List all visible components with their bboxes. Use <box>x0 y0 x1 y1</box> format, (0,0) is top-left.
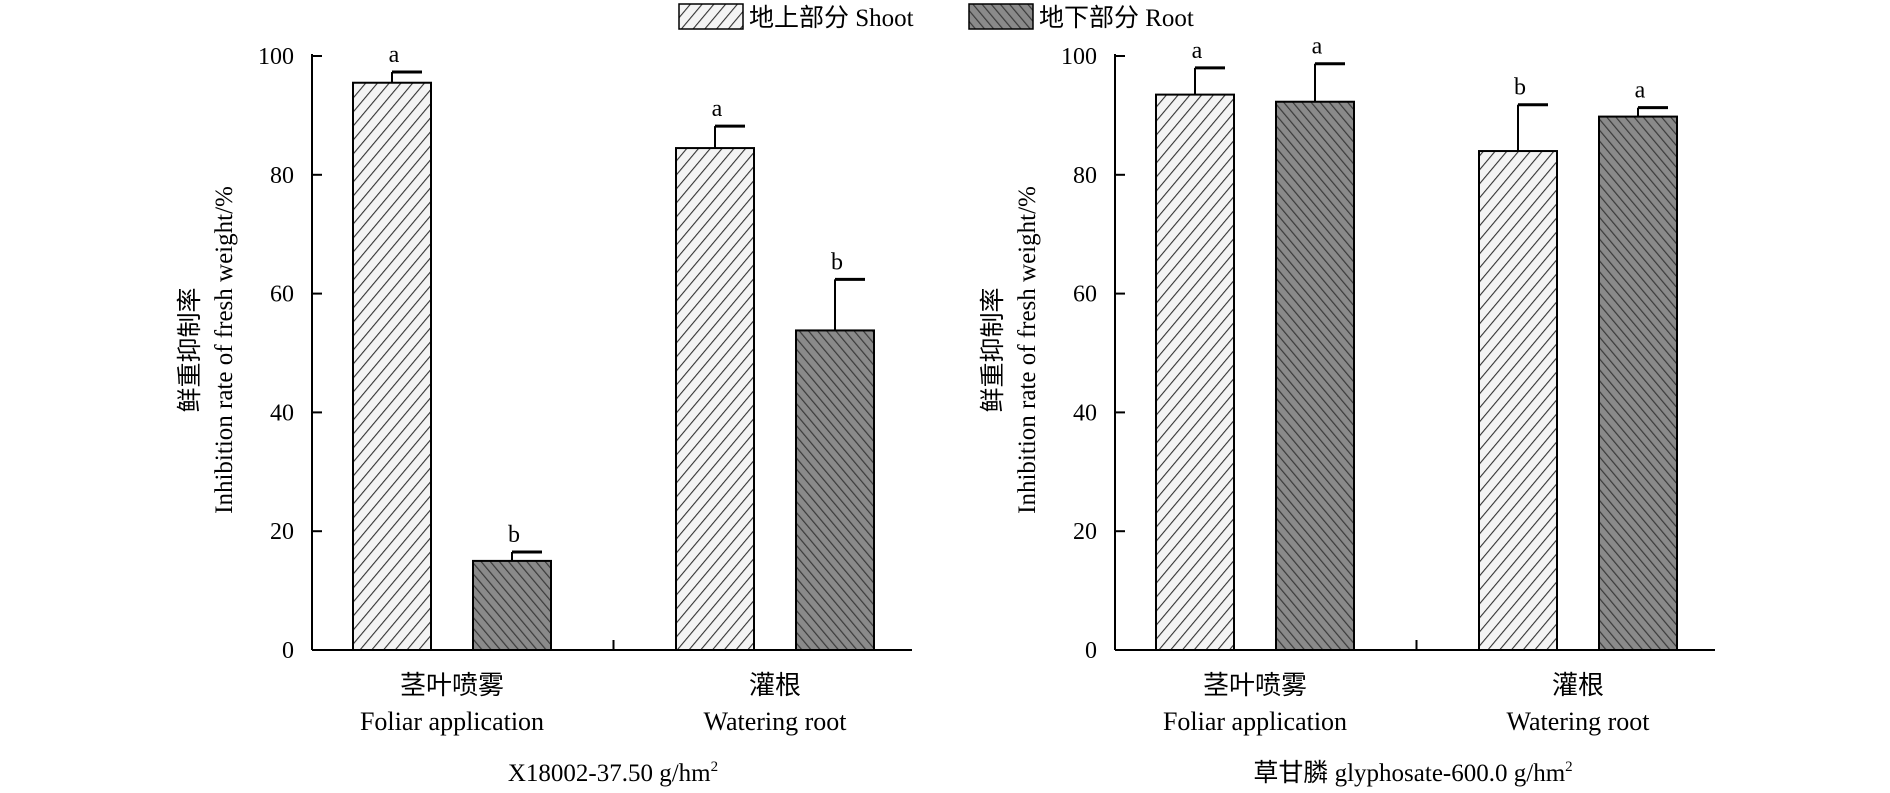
significance-letters: a a b b <box>389 42 843 548</box>
y-tick-label: 0 <box>1085 638 1097 664</box>
y-axis-title-cn: 鲜重抑制率 <box>979 287 1007 412</box>
y-tick-label: 100 <box>1061 44 1097 70</box>
legend-entry-root: 地下部分 Root <box>968 3 1194 32</box>
category-label-cn: 灌根 <box>1552 671 1604 700</box>
bar-root <box>1275 100 1355 652</box>
legend-label-root: 地下部分 Root <box>1039 4 1194 32</box>
y-tick-label: 40 <box>270 400 294 426</box>
chart-panel-glyphosate: 鲜重抑制率 Inhibition rate of fresh weight/% … <box>979 34 1715 787</box>
significance-letter: a <box>1312 34 1323 60</box>
y-axis-title-en: Inhibition rate of fresh weight/% <box>1014 186 1041 514</box>
bar-shoot <box>1478 150 1558 651</box>
y-tick-label: 80 <box>270 163 294 189</box>
bar-root <box>1598 115 1678 651</box>
significance-letter: a <box>1192 38 1203 64</box>
category-label-en: Foliar application <box>360 707 544 736</box>
x-axis-title-text: X18002-37.50 g/hm <box>508 760 711 787</box>
y-tick-label: 60 <box>1073 282 1097 308</box>
significance-letter: b <box>508 522 520 548</box>
y-tick-label: 0 <box>282 638 294 664</box>
x-axis-title: X18002-37.50 g/hm2 <box>508 759 718 787</box>
y-axis-title: 鲜重抑制率 Inhibition rate of fresh weight/% <box>176 186 238 514</box>
significance-letter: b <box>1514 75 1526 101</box>
y-tick-label: 100 <box>258 44 294 70</box>
significance-letter: b <box>831 249 843 275</box>
chart-panel-x18002: 鲜重抑制率 Inhibition rate of fresh weight/% … <box>176 42 912 787</box>
y-tick-label: 20 <box>270 519 294 545</box>
category-label-cn: 茎叶喷雾 <box>400 671 504 700</box>
y-axis-title-cn: 鲜重抑制率 <box>176 287 204 412</box>
error-bars <box>1194 62 1668 152</box>
x-axis-title: 草甘膦 glyphosate-600.0 g/hm2 <box>1253 759 1572 787</box>
significance-letters: a b a a <box>1192 34 1646 104</box>
category-label-cn: 茎叶喷雾 <box>1203 671 1307 700</box>
bar-shoot <box>352 81 432 652</box>
y-axis-title-en: Inhibition rate of fresh weight/% <box>211 186 238 514</box>
significance-letter: a <box>389 42 400 68</box>
y-tick-label: 40 <box>1073 400 1097 426</box>
y-tick-label: 80 <box>1073 163 1097 189</box>
x-axis-title-text: 草甘膦 glyphosate-600.0 g/hm <box>1253 759 1565 787</box>
bars <box>352 81 875 652</box>
legend-swatch-root <box>968 3 1034 30</box>
y-tick-label: 60 <box>270 282 294 308</box>
x-axis-title-superscript: 2 <box>1565 759 1573 775</box>
bar-shoot <box>1155 93 1235 652</box>
legend-label-shoot: 地上部分 Shoot <box>749 4 914 32</box>
category-label-en: Watering root <box>703 707 847 736</box>
y-axis-title: 鲜重抑制率 Inhibition rate of fresh weight/% <box>979 186 1041 514</box>
bar-root <box>795 329 875 651</box>
category-label-en: Foliar application <box>1163 707 1347 736</box>
y-tick-label: 20 <box>1073 519 1097 545</box>
category-label-en: Watering root <box>1506 707 1650 736</box>
category-label-cn: 灌根 <box>749 671 801 700</box>
legend-entry-shoot: 地上部分 Shoot <box>678 3 914 32</box>
legend-swatch-shoot <box>678 3 744 30</box>
category-labels: 茎叶喷雾 Foliar application 灌根 Watering root <box>360 671 847 736</box>
bar-root <box>472 559 552 652</box>
significance-letter: a <box>712 96 723 122</box>
bar-shoot <box>675 147 755 651</box>
bars <box>1155 93 1678 652</box>
significance-letter: a <box>1635 78 1646 104</box>
error-bars <box>391 70 865 561</box>
x-axis-title-superscript: 2 <box>711 759 719 775</box>
category-labels: 茎叶喷雾 Foliar application 灌根 Watering root <box>1163 671 1650 736</box>
legend: 地上部分 Shoot 地下部分 Root <box>678 3 1194 32</box>
